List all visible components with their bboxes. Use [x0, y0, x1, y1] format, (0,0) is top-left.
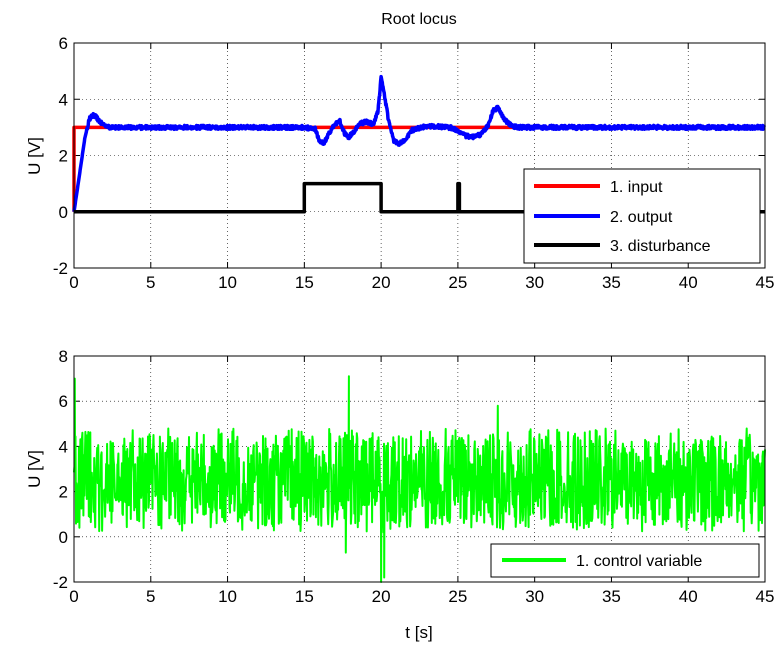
- series-line-control-variable: [73, 375, 766, 583]
- series-line-output: [72, 74, 767, 213]
- chart-bottom-y-tick-label: 8: [59, 347, 68, 366]
- chart-bottom-y-axis-label: U [V]: [25, 450, 44, 488]
- chart-top-x-tick-label: 15: [295, 273, 314, 292]
- chart-bottom-x-tick-label: 30: [525, 587, 544, 606]
- chart-top-y-tick-label: 4: [59, 90, 68, 109]
- chart-bottom-y-tick-label: 4: [59, 437, 68, 456]
- chart-top-x-tick-label: 20: [372, 273, 391, 292]
- chart-bottom-y-tick-label: 6: [59, 392, 68, 411]
- chart-bottom-x-tick-label: 20: [372, 587, 391, 606]
- chart-bottom-legend: 1. control variable: [490, 543, 760, 578]
- series-line-disturbance: [74, 181, 765, 214]
- chart-top-y-tick-label: -2: [53, 259, 68, 278]
- chart-bottom-x-axis-label: t [s]: [405, 623, 432, 642]
- chart-bottom-x-tick-label: 5: [146, 587, 155, 606]
- chart-bottom-frame: [73, 355, 766, 583]
- chart-top-legend: 1. input 2. output 3. disturbance: [523, 168, 761, 264]
- chart-top-x-tick-label: 45: [756, 273, 775, 292]
- chart-top-y-tick-label: 2: [59, 147, 68, 166]
- chart-bottom-x-tick-label: 40: [679, 587, 698, 606]
- legend-label-control-variable: 1. control variable: [576, 553, 702, 570]
- chart-bottom-x-tick-label: 0: [69, 587, 78, 606]
- chart-bottom-x-tick-label: 25: [448, 587, 467, 606]
- chart-top-grid: [74, 43, 765, 268]
- chart-top-x-tick-label: 0: [69, 273, 78, 292]
- chart-top-x-tick-label: 30: [525, 273, 544, 292]
- chart-bottom-y-tick-label: 0: [59, 528, 68, 547]
- legend-label-input: 1. input: [610, 179, 663, 196]
- chart-top-y-tick-label: 6: [59, 34, 68, 53]
- chart-top-x-tick-label: 10: [218, 273, 237, 292]
- chart-bottom-x-tick-label: 45: [756, 587, 775, 606]
- chart-top-x-tick-label: 25: [448, 273, 467, 292]
- legend-label-output: 2. output: [610, 209, 673, 226]
- chart-top-x-tick-label: 5: [146, 273, 155, 292]
- chart-top-title: Root locus: [381, 11, 457, 28]
- chart-top-y-tick-label: 0: [59, 203, 68, 222]
- chart-top-frame: [73, 42, 766, 269]
- chart-top-x-tick-label: 40: [679, 273, 698, 292]
- chart-top-x-tick-label: 35: [602, 273, 621, 292]
- legend-label-disturbance: 3. disturbance: [610, 238, 711, 255]
- chart-bottom-x-tick-label: 10: [218, 587, 237, 606]
- chart-top-y-axis-label: U [V]: [25, 137, 44, 175]
- chart-bottom-x-tick-label: 35: [602, 587, 621, 606]
- chart-bottom-series: [73, 375, 766, 583]
- chart-bottom-x-tick-label: 15: [295, 587, 314, 606]
- chart-bottom-y-tick-label: -2: [53, 573, 68, 592]
- chart-bottom-y-tick-label: 2: [59, 483, 68, 502]
